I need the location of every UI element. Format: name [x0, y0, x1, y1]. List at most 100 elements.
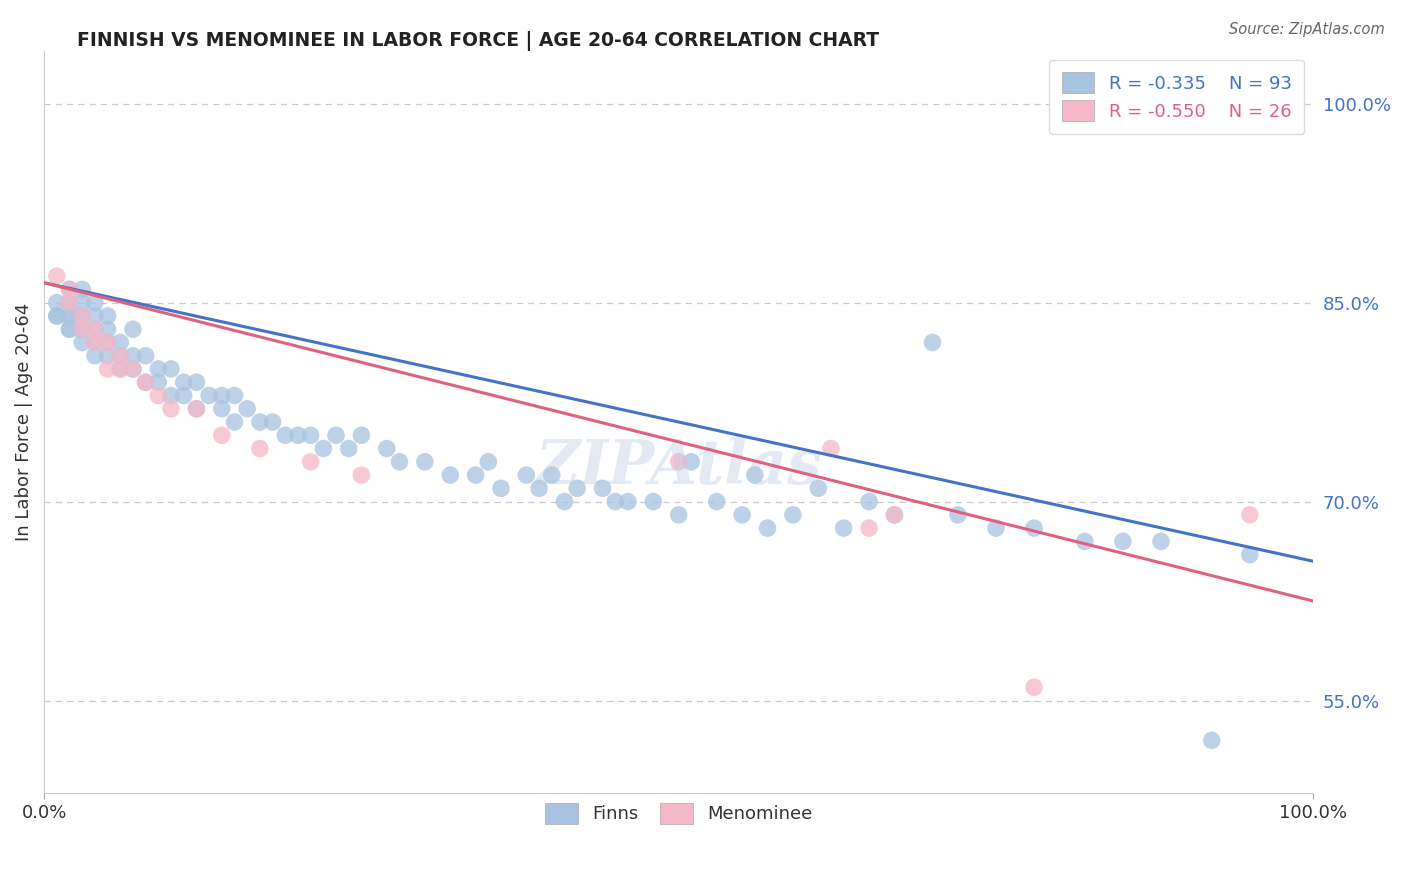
Legend: Finns, Menominee: Finns, Menominee [533, 790, 825, 837]
Point [274, 428, 297, 442]
Point [70, 282, 93, 296]
Text: ZIPAtlas: ZIPAtlas [536, 436, 823, 497]
Point [605, 494, 627, 508]
Point [706, 494, 728, 508]
Point [97, 335, 120, 350]
Point [388, 455, 411, 469]
Point [45, 269, 67, 284]
Point [299, 428, 322, 442]
Point [236, 401, 259, 416]
Point [1022, 521, 1045, 535]
Point [83, 295, 105, 310]
Point [984, 521, 1007, 535]
Point [883, 508, 905, 522]
Y-axis label: In Labor Force | Age 20-64: In Labor Force | Age 20-64 [15, 303, 32, 541]
Point [97, 335, 120, 350]
Point [1022, 680, 1045, 694]
Point [592, 481, 614, 495]
Point [110, 362, 132, 376]
Point [262, 415, 284, 429]
Point [97, 362, 120, 376]
Point [58, 309, 80, 323]
Point [173, 388, 195, 402]
Point [731, 508, 754, 522]
Point [186, 376, 208, 390]
Point [45, 309, 67, 323]
Point [58, 282, 80, 296]
Point [58, 295, 80, 310]
Point [70, 335, 93, 350]
Point [617, 494, 640, 508]
Point [70, 322, 93, 336]
Point [83, 335, 105, 350]
Point [110, 349, 132, 363]
Point [540, 468, 562, 483]
Point [1150, 534, 1173, 549]
Point [350, 428, 373, 442]
Point [515, 468, 537, 483]
Point [375, 442, 398, 456]
Point [97, 309, 120, 323]
Point [211, 428, 233, 442]
Point [58, 295, 80, 310]
Point [122, 362, 145, 376]
Point [464, 468, 486, 483]
Point [45, 295, 67, 310]
Point [148, 376, 170, 390]
Point [110, 335, 132, 350]
Point [1112, 534, 1135, 549]
Point [681, 455, 703, 469]
Point [135, 349, 157, 363]
Point [224, 415, 246, 429]
Point [1074, 534, 1097, 549]
Point [58, 309, 80, 323]
Point [439, 468, 461, 483]
Point [643, 494, 665, 508]
Point [668, 508, 690, 522]
Point [527, 481, 550, 495]
Point [883, 508, 905, 522]
Point [668, 455, 690, 469]
Point [148, 388, 170, 402]
Point [110, 362, 132, 376]
Point [70, 309, 93, 323]
Point [173, 376, 195, 390]
Point [83, 309, 105, 323]
Point [122, 349, 145, 363]
Point [97, 322, 120, 336]
Point [249, 442, 271, 456]
Point [249, 415, 271, 429]
Point [299, 455, 322, 469]
Point [325, 428, 347, 442]
Point [224, 388, 246, 402]
Point [135, 376, 157, 390]
Point [122, 322, 145, 336]
Point [832, 521, 855, 535]
Point [186, 401, 208, 416]
Point [83, 322, 105, 336]
Point [70, 309, 93, 323]
Point [858, 521, 880, 535]
Point [1239, 508, 1261, 522]
Point [58, 282, 80, 296]
Point [70, 322, 93, 336]
Point [186, 401, 208, 416]
Point [97, 349, 120, 363]
Point [58, 322, 80, 336]
Point [45, 309, 67, 323]
Point [489, 481, 512, 495]
Point [83, 335, 105, 350]
Point [858, 494, 880, 508]
Text: FINNISH VS MENOMINEE IN LABOR FORCE | AGE 20-64 CORRELATION CHART: FINNISH VS MENOMINEE IN LABOR FORCE | AG… [77, 31, 880, 51]
Point [160, 401, 183, 416]
Point [350, 468, 373, 483]
Point [756, 521, 779, 535]
Point [122, 362, 145, 376]
Point [70, 295, 93, 310]
Point [70, 322, 93, 336]
Point [198, 388, 221, 402]
Point [58, 322, 80, 336]
Point [160, 362, 183, 376]
Point [312, 442, 335, 456]
Point [565, 481, 588, 495]
